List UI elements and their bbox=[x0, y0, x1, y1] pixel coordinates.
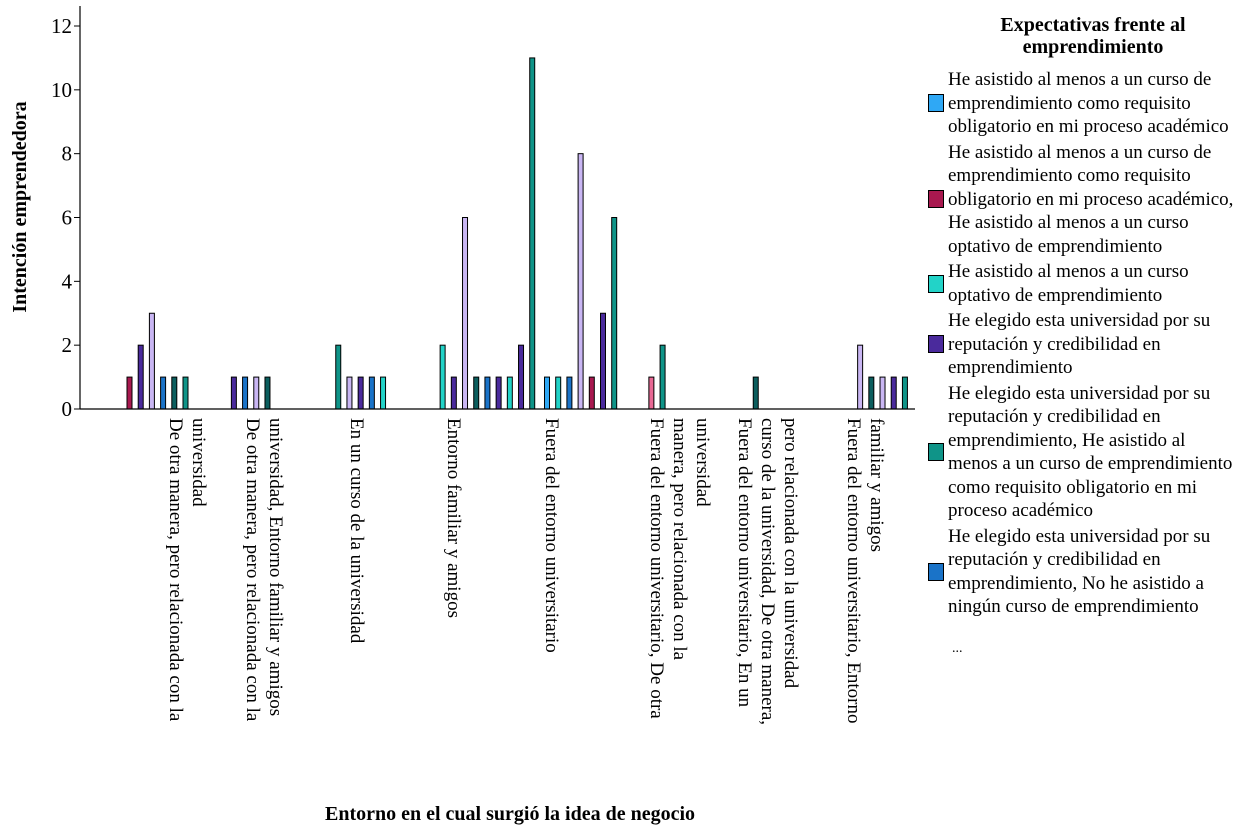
bar bbox=[600, 312, 606, 410]
y-tick-label: 2 bbox=[62, 333, 73, 357]
legend-swatch bbox=[928, 274, 944, 293]
legend-label: He elegido esta universidad por su reput… bbox=[948, 310, 1211, 378]
legend-item: He elegido esta universidad por su reput… bbox=[928, 382, 1238, 523]
bar bbox=[335, 344, 342, 410]
y-axis-ticks: 0 2 4 6 8 10 12 bbox=[51, 14, 80, 421]
bar bbox=[357, 376, 364, 410]
legend: Expectativas frente al emprendimiento He… bbox=[928, 14, 1238, 814]
bar bbox=[611, 217, 618, 410]
bar bbox=[518, 344, 525, 410]
bar bbox=[555, 376, 562, 410]
bar bbox=[890, 376, 897, 410]
bar bbox=[253, 376, 260, 410]
legend-item: He elegido esta universidad por su reput… bbox=[928, 309, 1238, 380]
bar bbox=[182, 376, 189, 410]
bar bbox=[230, 376, 237, 410]
bar bbox=[588, 376, 595, 410]
bar bbox=[264, 376, 271, 410]
bar bbox=[380, 376, 387, 410]
legend-swatch bbox=[928, 94, 944, 113]
bar bbox=[160, 376, 167, 410]
x-category-label: Fuera del entorno universitario, De otra… bbox=[646, 418, 713, 719]
bar bbox=[506, 376, 513, 410]
legend-swatch bbox=[928, 562, 944, 581]
bar bbox=[126, 376, 133, 410]
bar bbox=[368, 376, 375, 410]
legend-item: He asistido al menos a un curso de empre… bbox=[928, 141, 1238, 259]
bar bbox=[148, 312, 155, 410]
bar bbox=[901, 376, 908, 410]
axes bbox=[79, 6, 915, 410]
y-tick-label: 6 bbox=[62, 206, 73, 230]
bar bbox=[857, 344, 864, 410]
legend-item: He elegido esta universidad por su reput… bbox=[928, 525, 1238, 619]
bar bbox=[462, 217, 469, 410]
x-category-label: Entorno familiar y amigos bbox=[443, 418, 464, 618]
legend-label: He asistido al menos a un curso de empre… bbox=[948, 69, 1229, 137]
bar bbox=[752, 376, 759, 410]
bar bbox=[473, 376, 480, 410]
bar bbox=[879, 376, 886, 410]
bar bbox=[171, 376, 178, 410]
legend-label: He asistido al menos a un curso de empre… bbox=[948, 141, 1234, 257]
y-tick-label: 0 bbox=[62, 397, 73, 421]
bar bbox=[648, 376, 655, 410]
x-category-label: Fuera del entorno universitario bbox=[541, 418, 562, 653]
legend-swatch bbox=[928, 190, 944, 209]
y-axis-title: Intención emprendedora bbox=[9, 101, 31, 312]
x-category-label: Fuera del entorno universitario, Entorno… bbox=[843, 418, 887, 724]
bar bbox=[529, 57, 536, 410]
bar bbox=[137, 344, 144, 410]
x-category-label: Fuera del entorno universitario, En un cu… bbox=[734, 418, 801, 725]
bar bbox=[495, 376, 502, 410]
y-tick-label: 12 bbox=[51, 14, 72, 38]
legend-item: He asistido al menos a un curso optativo… bbox=[928, 260, 1238, 307]
legend-more: ... bbox=[952, 640, 963, 656]
bar bbox=[439, 344, 446, 410]
x-category-label: En un curso de la universidad bbox=[346, 418, 367, 644]
bar bbox=[544, 376, 550, 410]
bar bbox=[566, 376, 573, 410]
legend-item: He asistido al menos a un curso de empre… bbox=[928, 68, 1238, 139]
bar bbox=[484, 376, 491, 410]
legend-label: He asistido al menos a un curso optativo… bbox=[948, 261, 1189, 306]
legend-swatch bbox=[928, 335, 944, 354]
y-tick-label: 8 bbox=[62, 142, 73, 166]
legend-items: He asistido al menos a un curso de empre… bbox=[928, 68, 1238, 619]
y-tick-label: 4 bbox=[62, 269, 73, 293]
legend-swatch bbox=[928, 443, 944, 461]
legend-label: He elegido esta universidad por su reput… bbox=[948, 382, 1233, 522]
bar bbox=[868, 376, 875, 410]
bar bbox=[346, 376, 353, 410]
x-category-labels: De otra manera, pero relacionada con la u… bbox=[165, 418, 887, 725]
bar-marks bbox=[126, 57, 908, 410]
x-axis-title: Entorno en el cual surgió la idea de neg… bbox=[325, 803, 695, 825]
bar bbox=[450, 376, 457, 410]
bar bbox=[242, 376, 249, 410]
x-category-label: De otra manera, pero relacionada con la u… bbox=[242, 418, 286, 722]
y-tick-label: 10 bbox=[51, 78, 72, 102]
legend-title: Expectativas frente al emprendimiento bbox=[1000, 14, 1186, 58]
legend-label: He elegido esta universidad por su reput… bbox=[948, 525, 1211, 618]
bar bbox=[577, 153, 584, 410]
x-category-label: De otra manera, pero relacionada con la u… bbox=[165, 418, 209, 722]
bar bbox=[659, 344, 666, 410]
